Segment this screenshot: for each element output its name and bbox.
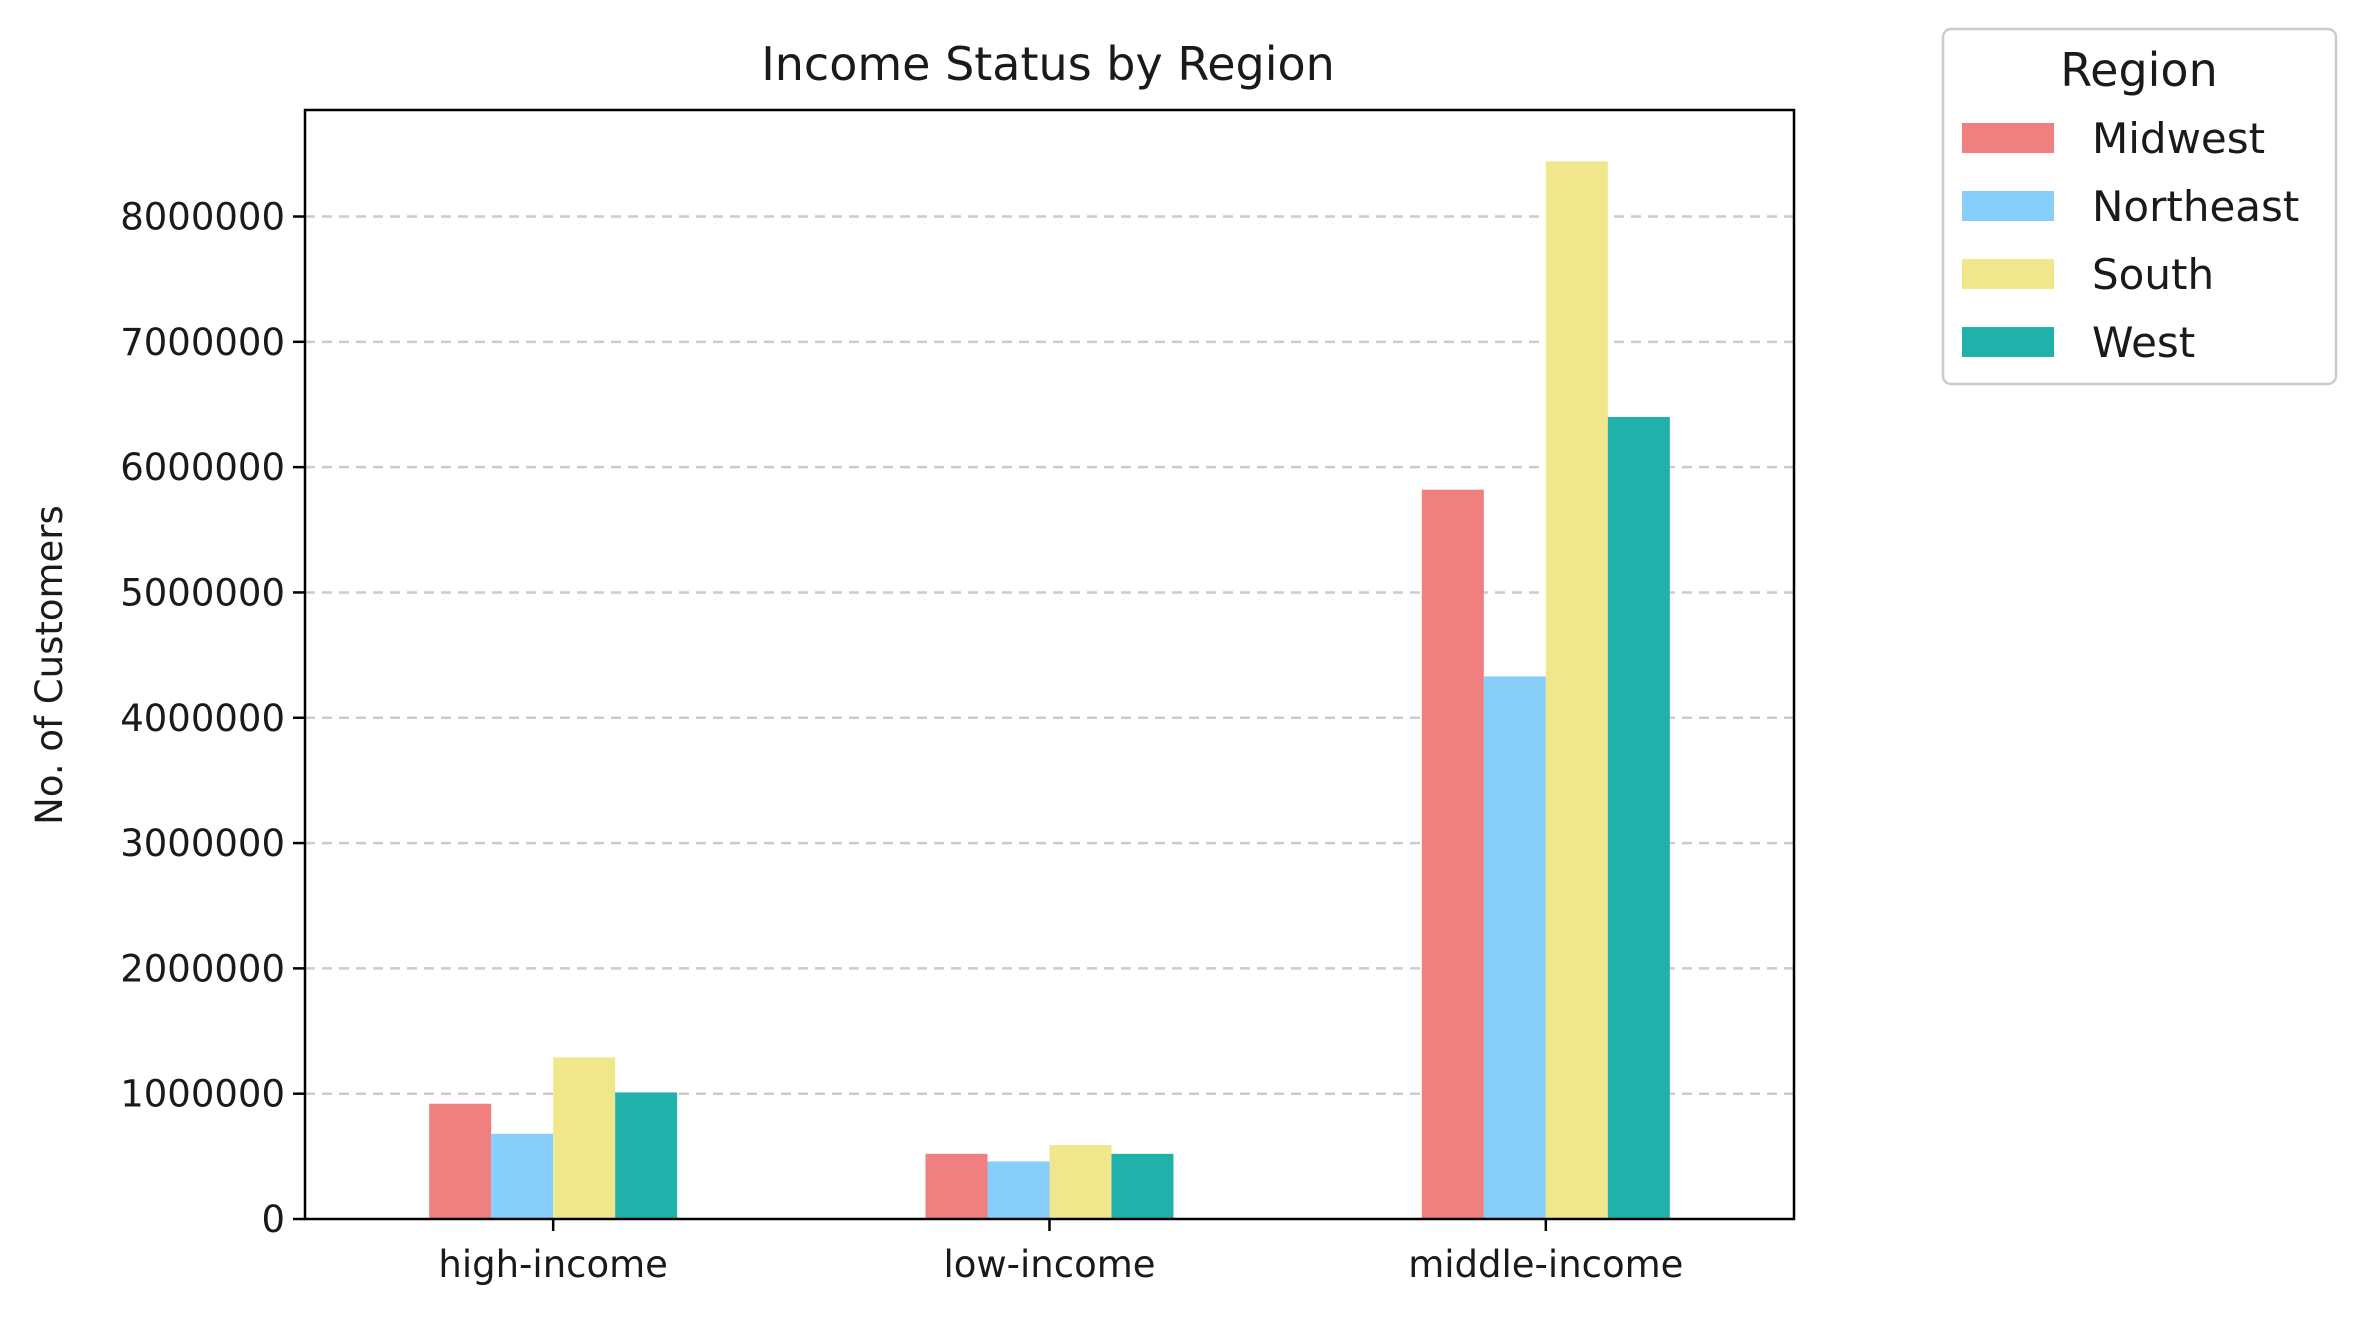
legend-items: Midwest Northeast South West: [1962, 114, 2299, 367]
legend-title: Region: [2060, 43, 2217, 97]
y-tick-label: 5000000: [120, 571, 285, 614]
bar-south-low-income: [1049, 1145, 1112, 1219]
legend-swatch: [1962, 123, 2054, 153]
y-axis-label: No. of Customers: [28, 505, 71, 825]
y-tick-label: 6000000: [120, 446, 285, 489]
x-axis-ticks: high-income low-income middle-income: [438, 1219, 1683, 1286]
y-tick-label: 4000000: [120, 697, 285, 740]
legend-swatch: [1962, 259, 2054, 289]
y-tick-label: 7000000: [120, 321, 285, 364]
x-tick-label: low-income: [943, 1243, 1155, 1286]
legend-swatch: [1962, 327, 2054, 357]
bars: [429, 161, 1670, 1219]
bar-midwest-middle-income: [1421, 489, 1484, 1219]
bar-west-high-income: [615, 1092, 678, 1219]
bar-west-middle-income: [1607, 417, 1670, 1219]
y-tick-label: 1000000: [120, 1073, 285, 1116]
legend-swatch: [1962, 191, 2054, 221]
legend: Region Midwest Northeast South West: [1941, 27, 2338, 386]
x-tick-label: middle-income: [1408, 1243, 1683, 1286]
legend-label: Midwest: [2092, 114, 2265, 163]
bar-northeast-low-income: [987, 1161, 1050, 1219]
bar-south-high-income: [553, 1057, 616, 1219]
y-tick-label: 8000000: [120, 196, 285, 239]
chart-title: Income Status by Region: [761, 37, 1335, 91]
legend-label: South: [2092, 250, 2214, 299]
y-axis-ticks: 0 1000000 2000000 3000000 4000000 5000000 6000…: [120, 196, 305, 1241]
legend-label: Northeast: [2092, 182, 2299, 231]
y-tick-label: 2000000: [120, 947, 285, 990]
y-tick-label: 0: [261, 1198, 285, 1241]
bar-midwest-high-income: [429, 1103, 492, 1219]
legend-label: West: [2092, 318, 2195, 367]
bar-west-low-income: [1111, 1153, 1174, 1219]
x-tick-label: high-income: [438, 1243, 668, 1286]
y-tick-label: 3000000: [120, 822, 285, 865]
bar-south-middle-income: [1545, 161, 1608, 1219]
bar-northeast-high-income: [491, 1133, 554, 1219]
bar-northeast-middle-income: [1483, 676, 1546, 1219]
legend-box: [1941, 27, 2338, 386]
bar-midwest-low-income: [925, 1153, 988, 1219]
